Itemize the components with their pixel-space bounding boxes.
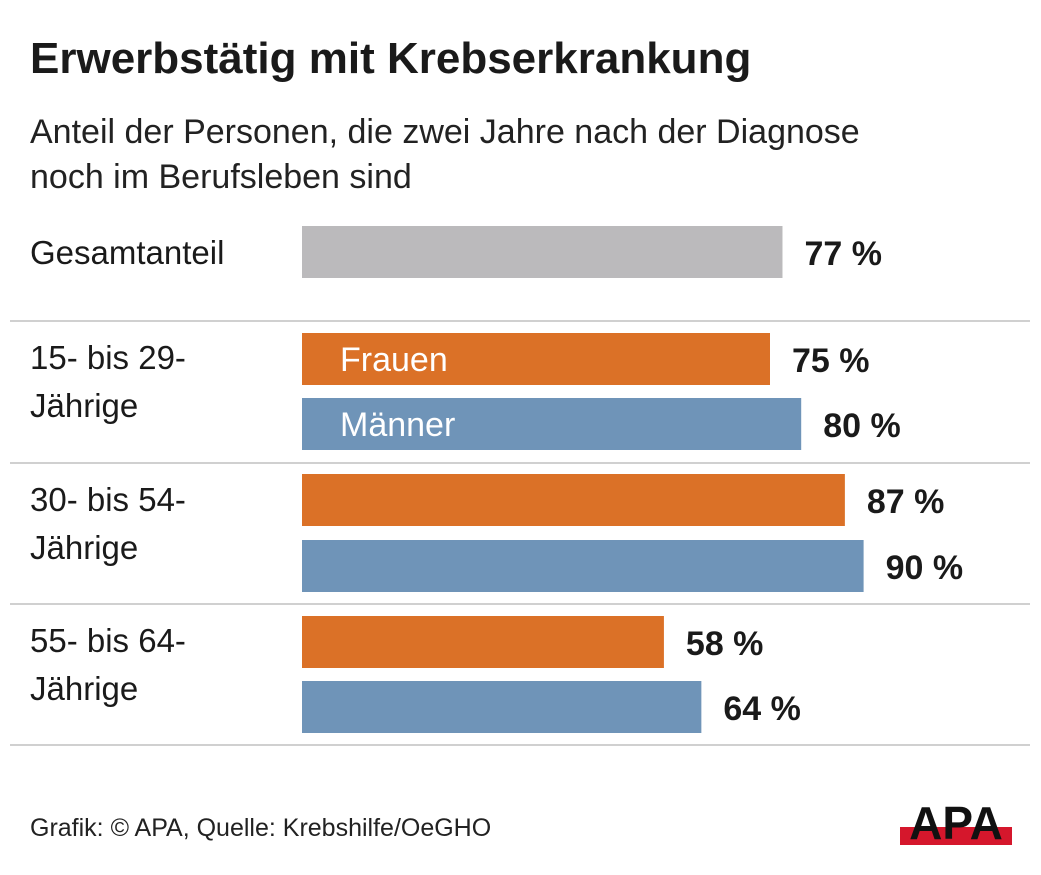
value-label: 90 % — [886, 549, 964, 587]
bar-männer — [302, 398, 802, 450]
bar-frauen — [302, 333, 770, 385]
bar-chart: Gesamtanteil 77 % 15- bis 29- Jährige 75 % 80… — [10, 226, 1030, 746]
series-label-maenner: Männer — [340, 406, 455, 444]
category-label: Jährige — [30, 670, 138, 707]
series-label-frauen: Frauen — [340, 341, 448, 379]
chart-subtitle: Anteil der Personen, die zwei Jahre nach… — [30, 113, 860, 196]
value-label: 58 % — [686, 625, 764, 663]
category-label: 15- bis 29- — [30, 339, 186, 376]
apa-logo-text: APA — [909, 797, 1003, 845]
value-label: 80 % — [823, 407, 901, 445]
category-label: Gesamtanteil — [30, 234, 224, 271]
category-label: 55- bis 64- — [30, 622, 186, 659]
bar-gesamtanteil — [302, 226, 783, 278]
category-label: 30- bis 54- — [30, 481, 186, 518]
bar-frauen — [302, 616, 664, 668]
apa-logo: APA — [900, 797, 1012, 845]
value-label: 77 % — [804, 235, 882, 273]
bar-männer — [302, 681, 702, 733]
category-label: Jährige — [30, 387, 138, 424]
category-label: Jährige — [30, 529, 138, 566]
value-label: 75 % — [792, 342, 870, 380]
value-label: 64 % — [723, 690, 801, 728]
bar-frauen — [302, 474, 845, 526]
bar-männer — [302, 540, 864, 592]
value-label: 87 % — [867, 483, 945, 521]
chart-title: Erwerbstätig mit Krebserkrankung — [30, 34, 752, 83]
source-credit: Grafik: © APA, Quelle: Krebshilfe/OeGHO — [30, 814, 492, 842]
apa-logo-red-bar — [900, 827, 1012, 845]
